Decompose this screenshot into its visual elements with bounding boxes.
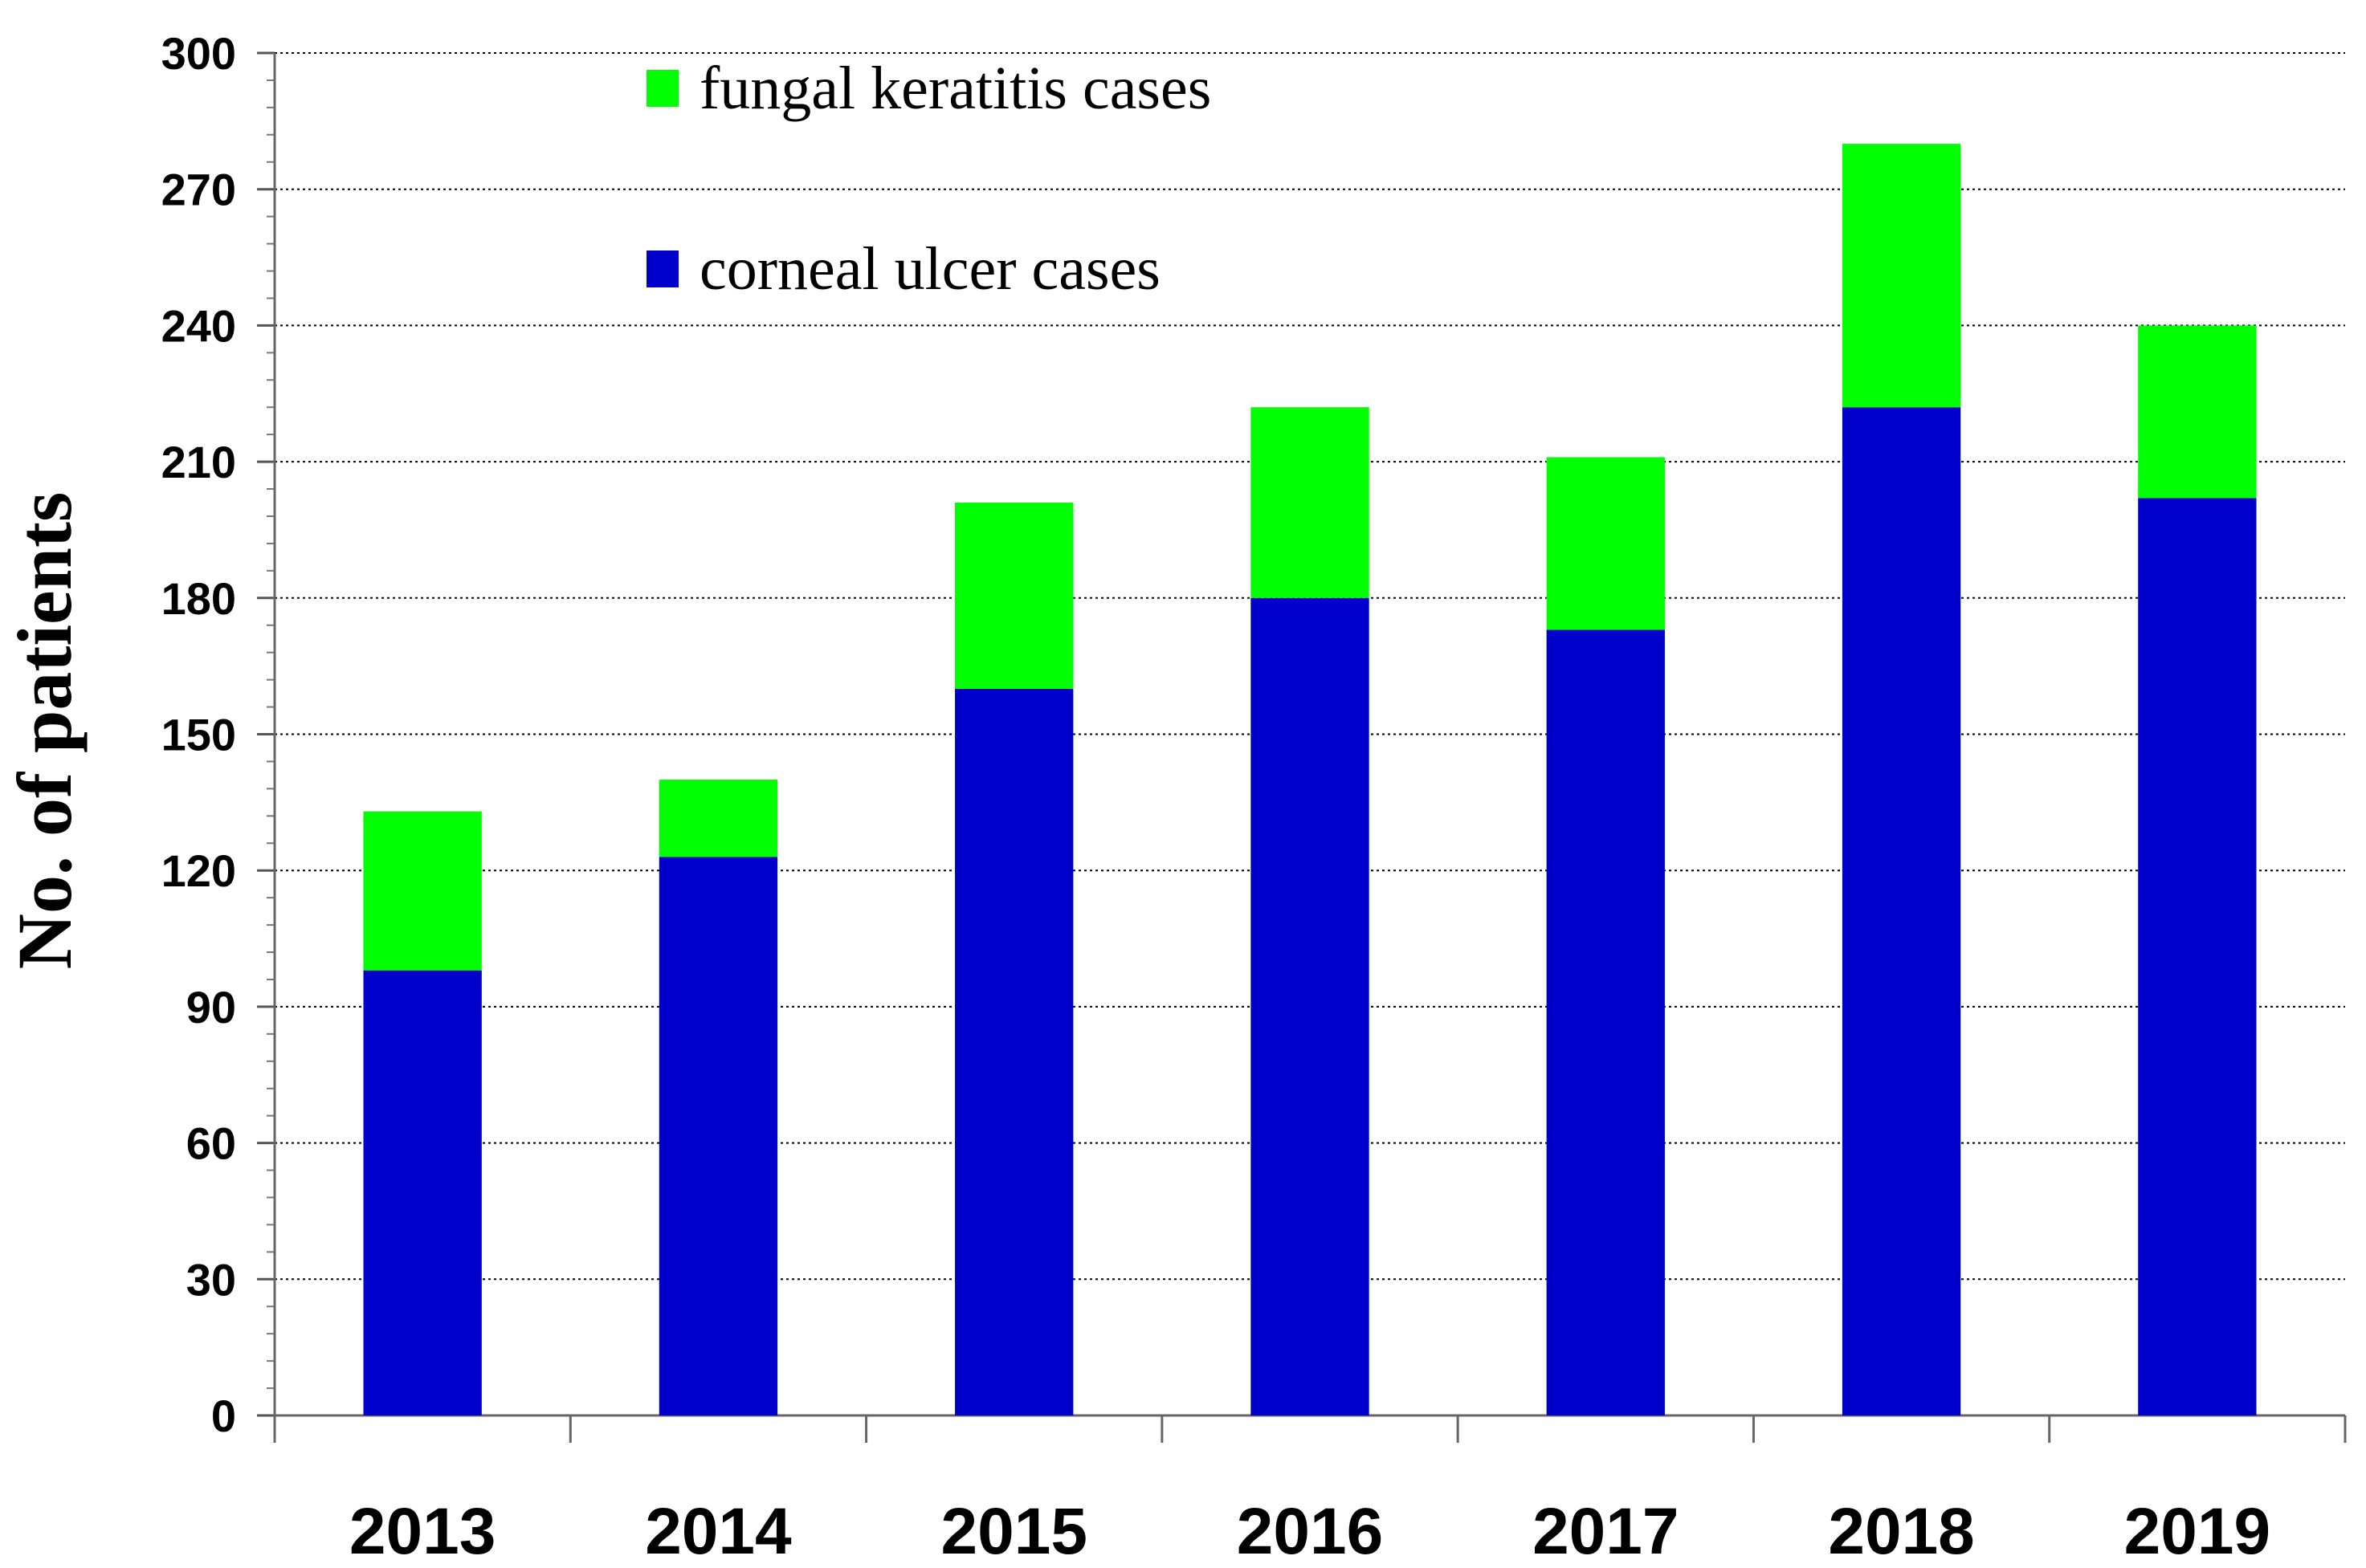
y-tick-label: 210 (161, 437, 236, 487)
x-tick-label: 2018 (1828, 1495, 1974, 1568)
y-tick-label: 0 (211, 1391, 236, 1441)
bar-fungal-keratitis-2013 (363, 811, 482, 971)
legend-label: fungal keratitis cases (700, 55, 1211, 122)
bar-fungal-keratitis-2016 (1250, 407, 1369, 598)
tick-labels: 0 30 60 90 120 150 180 210 240 270 300 2013 2014 2015… (161, 28, 2271, 1568)
x-tick-label: 2013 (349, 1495, 496, 1568)
legend-swatch (647, 250, 679, 287)
y-tick-label: 180 (161, 573, 236, 624)
y-tick-label: 60 (186, 1118, 236, 1169)
y-tick-label: 240 (161, 300, 236, 351)
x-tick-label: 2016 (1237, 1495, 1383, 1568)
bar-corneal-ulcer-2013 (363, 970, 482, 1415)
bar-corneal-ulcer-2017 (1546, 629, 1665, 1415)
bar-corneal-ulcer-2018 (1842, 407, 1961, 1416)
x-tick-label: 2017 (1532, 1495, 1679, 1568)
y-tick-label: 120 (161, 845, 236, 896)
y-tick-label: 30 (186, 1254, 236, 1305)
x-tick-label: 2019 (2124, 1495, 2270, 1568)
bar-fungal-keratitis-2015 (955, 503, 1074, 689)
x-tick-label: 2014 (645, 1495, 792, 1568)
bar-corneal-ulcer-2015 (955, 688, 1074, 1415)
bar-fungal-keratitis-2014 (659, 780, 778, 857)
legend-swatch (647, 70, 679, 107)
x-tick-label: 2015 (941, 1495, 1087, 1568)
bar-fungal-keratitis-2017 (1546, 457, 1665, 630)
bar-corneal-ulcer-2014 (659, 857, 778, 1415)
y-tick-label: 90 (186, 982, 236, 1032)
bars (363, 144, 2257, 1416)
legend: fungal keratitis cases corneal ulcer case… (647, 55, 1211, 303)
y-axis-label: No. of patients (2, 492, 88, 970)
y-tick-label: 150 (161, 710, 236, 760)
bar-fungal-keratitis-2019 (2138, 325, 2257, 499)
bar-fungal-keratitis-2018 (1842, 144, 1961, 408)
bar-corneal-ulcer-2016 (1250, 597, 1369, 1415)
legend-label: corneal ulcer cases (700, 235, 1161, 303)
y-tick-label: 300 (161, 28, 236, 79)
bar-corneal-ulcer-2019 (2138, 498, 2257, 1416)
y-tick-label: 270 (161, 165, 236, 215)
